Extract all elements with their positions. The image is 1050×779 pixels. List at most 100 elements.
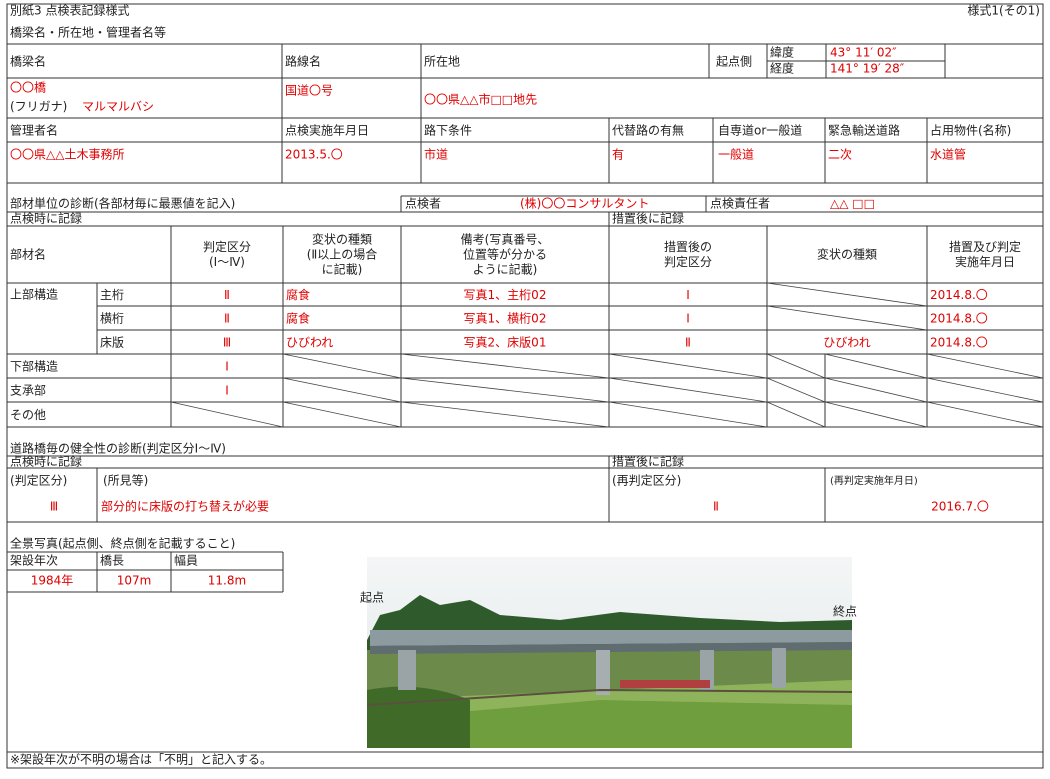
label: 橋長 xyxy=(100,554,124,568)
date-after: 2014.8.〇 xyxy=(930,288,988,302)
defect: 腐食 xyxy=(286,311,310,326)
grade: Ⅲ xyxy=(50,500,58,514)
grade: Ⅲ xyxy=(223,336,231,350)
value: 国道〇号 xyxy=(285,84,333,98)
diag xyxy=(608,401,768,428)
section-heading: 部材単位の診断(各部材毎に最悪値を記入) xyxy=(10,196,235,211)
value: 〇〇橋 xyxy=(10,81,46,95)
diag xyxy=(282,401,402,428)
value: 市道 xyxy=(424,147,448,162)
label: 措置後に記録 xyxy=(612,211,684,226)
label: 点検責任者 xyxy=(710,197,770,211)
grade: Ⅰ xyxy=(225,384,229,398)
label: (再判定区分) xyxy=(612,473,681,488)
diag xyxy=(824,401,928,428)
findings: 部分的に床版の打ち替えが必要 xyxy=(101,499,269,514)
column-header: 判定区分 xyxy=(203,239,251,254)
column-header: (Ⅰ～Ⅳ) xyxy=(209,255,245,269)
defect: 腐食 xyxy=(286,287,310,302)
diag xyxy=(824,377,928,403)
defect: ひびわれ xyxy=(286,336,333,350)
value: 107m xyxy=(117,574,152,588)
column-header: 位置等が分かる xyxy=(463,247,547,262)
label: 緊急輸送道路 xyxy=(828,123,900,138)
diag xyxy=(608,377,768,403)
diag xyxy=(608,353,768,379)
column-header: (Ⅱ以上の場合 xyxy=(307,247,378,262)
member-group: その他 xyxy=(10,408,46,422)
remarks: 写真1、主桁02 xyxy=(464,288,547,302)
label: 所在地 xyxy=(424,55,460,69)
value: 141° 19′ 28″ xyxy=(830,62,905,76)
diag xyxy=(400,353,610,379)
diag xyxy=(282,353,402,379)
defect-after: ひびわれ xyxy=(823,336,870,350)
regrade-date: 2016.7.〇 xyxy=(931,500,989,514)
diag xyxy=(766,401,826,428)
diag xyxy=(170,401,284,428)
value: △△ □□ xyxy=(830,197,875,211)
diag xyxy=(400,377,610,403)
label: 架設年次 xyxy=(10,553,58,568)
date-after: 2014.8.〇 xyxy=(930,312,988,326)
diag xyxy=(824,353,928,379)
label: 経度 xyxy=(770,61,794,76)
column-header: に記載) xyxy=(322,262,363,277)
value: 〇〇県△△土木事務所 xyxy=(10,148,124,162)
photo-label: 終点 xyxy=(833,604,857,619)
overview-photo xyxy=(367,557,852,748)
form-title: 別紙3 点検表記録様式 xyxy=(10,3,129,18)
remarks: 写真1、横桁02 xyxy=(464,312,547,326)
label: 自専道or一般道 xyxy=(718,123,802,138)
column-header: 部材名 xyxy=(10,247,46,262)
label: 起点側 xyxy=(716,55,752,69)
label: (フリガナ) xyxy=(10,100,67,114)
diag xyxy=(766,305,928,331)
diag xyxy=(926,377,1044,403)
diag xyxy=(400,401,610,428)
grade: Ⅱ xyxy=(224,312,230,326)
page-border xyxy=(6,3,1044,769)
column-header: 変状の種類 xyxy=(817,247,877,262)
label: (判定区分) xyxy=(10,473,67,488)
label: 点検時に記録 xyxy=(10,211,82,226)
value: 11.8m xyxy=(208,574,246,588)
column-header: 判定区分 xyxy=(664,254,712,269)
grade: Ⅱ xyxy=(224,288,230,302)
member-group: 下部構造 xyxy=(10,359,58,374)
diag xyxy=(766,377,826,403)
section-heading: 道路橋毎の健全性の診断(判定区分Ⅰ～Ⅳ) xyxy=(10,441,226,456)
label: 点検実施年月日 xyxy=(285,123,369,138)
date-after: 2014.8.〇 xyxy=(930,336,988,350)
grade-after: Ⅰ xyxy=(686,288,690,302)
column-header: ように記載) xyxy=(473,262,538,277)
value: 2013.5.〇 xyxy=(285,148,343,162)
grade: Ⅰ xyxy=(225,360,229,374)
label: (再判定実施年月日) xyxy=(830,474,918,487)
diag xyxy=(282,377,402,403)
grade-after: Ⅱ xyxy=(685,336,691,350)
label: 占用物件(名称) xyxy=(930,123,1011,138)
label: 代替路の有無 xyxy=(612,123,684,138)
footnote: ※架設年次が不明の場合は「不明」と記入する。 xyxy=(10,752,272,767)
value: 〇〇県△△市□□地先 xyxy=(424,92,537,107)
label: 管理者名 xyxy=(10,123,58,138)
column-header: 実施年月日 xyxy=(955,254,1015,269)
photo-label: 起点 xyxy=(360,591,384,605)
value: 1984年 xyxy=(31,574,74,588)
column-header: 変状の種類 xyxy=(312,232,372,247)
diag xyxy=(766,282,928,307)
section-heading: 橋梁名・所在地・管理者名等 xyxy=(10,25,166,40)
member: 横桁 xyxy=(100,312,124,326)
grade-after: Ⅰ xyxy=(686,312,690,326)
value: 43° 11′ 02″ xyxy=(830,46,897,60)
value: 水道管 xyxy=(930,147,966,162)
label: 路線名 xyxy=(285,54,321,69)
label: 路下条件 xyxy=(424,123,472,138)
remarks: 写真2、床版01 xyxy=(464,336,547,350)
value: (株)〇〇コンサルタント xyxy=(520,196,649,211)
label: 幅員 xyxy=(174,553,198,568)
label: 点検者 xyxy=(405,197,441,211)
member-group: 上部構造 xyxy=(10,287,58,302)
